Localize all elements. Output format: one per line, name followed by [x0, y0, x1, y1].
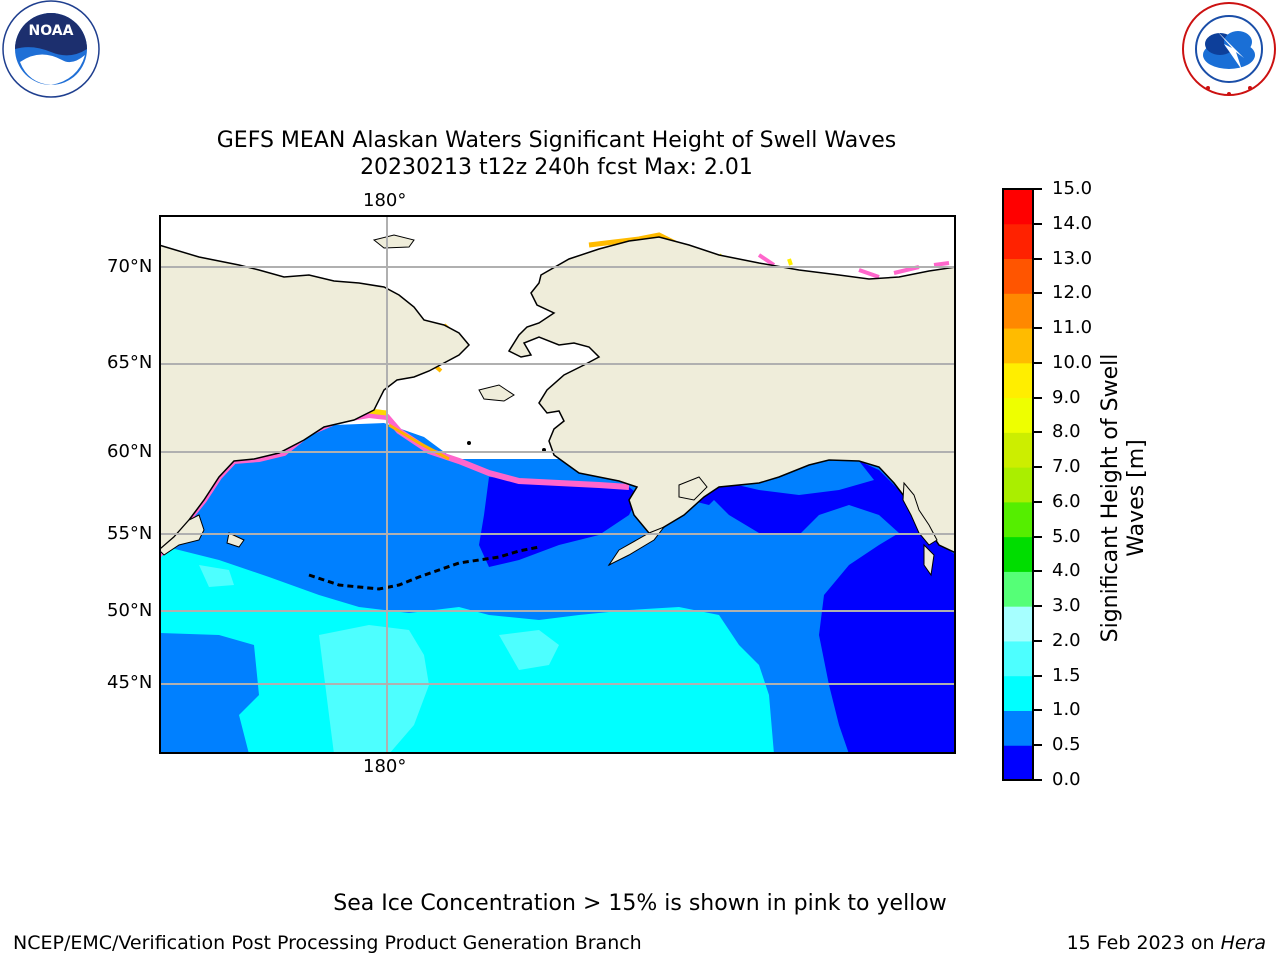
colorbar-label-line-1: Significant Height of Swell [1098, 353, 1123, 643]
lat-label-50n: 50°N [107, 600, 153, 621]
colorbar-block [1003, 189, 1033, 225]
colorbar-tick-mark [1034, 466, 1042, 469]
colorbar-tick-mark [1034, 639, 1042, 642]
colorbar-tick-label: 6.0 [1052, 490, 1081, 512]
lon-label-bottom: 180° [363, 756, 407, 777]
colorbar-tick-label: 2.0 [1052, 629, 1081, 651]
colorbar-tick-label: 1.0 [1052, 699, 1081, 721]
colorbar-tick-mark [1034, 188, 1042, 190]
colorbar-label-line-2: Waves [m] [1124, 439, 1149, 557]
lat-label-70n: 70°N [107, 256, 153, 277]
noaa-logo: NOAA [0, 0, 104, 100]
colorbar-tick-label: 10.0 [1052, 351, 1093, 373]
colorbar-block [1003, 293, 1033, 329]
footer-machine: Hera [1220, 932, 1266, 954]
colorbar-tick-mark [1034, 396, 1042, 399]
lon-label-top: 180° [363, 190, 407, 211]
colorbar-block [1003, 675, 1033, 711]
colorbar-block [1003, 432, 1033, 468]
colorbar-tick-mark [1034, 431, 1042, 434]
colorbar-block [1003, 223, 1033, 260]
colorbar-block [1003, 745, 1033, 781]
colorbar-tick-label: 7.0 [1052, 456, 1081, 478]
title-line-2: 20230213 t12z 240h fcst Max: 2.01 [360, 155, 753, 180]
colorbar-tick-label: 0.5 [1052, 734, 1081, 756]
noaa-logo-icon: NOAA [2, 0, 100, 98]
colorbar-tick-mark [1034, 327, 1042, 330]
colorbar-label: Significant Height of Swell Waves [m] [1026, 354, 1226, 643]
nws-logo-icon [1182, 2, 1276, 96]
landmass-siberia [160, 244, 471, 551]
footer-date: 15 Feb 2023 on [1066, 932, 1221, 954]
colorbar-tick-mark [1034, 674, 1042, 677]
colorbar-tick-mark [1034, 222, 1042, 225]
title-line-1: GEFS MEAN Alaskan Waters Significant Hei… [216, 128, 897, 153]
swell-region-lowest-north [479, 477, 639, 567]
colorbar-tick-mark [1034, 361, 1042, 364]
footer-left: NCEP/EMC/Verification Post Processing Pr… [13, 932, 642, 954]
colorbar-tick-label: 12.0 [1052, 282, 1093, 304]
lat-label-60n: 60°N [107, 441, 153, 462]
colorbar-block [1003, 258, 1033, 294]
bering-shelf-water [160, 423, 639, 615]
colorbar-tick-mark [1034, 779, 1042, 781]
colorbar-block [1003, 640, 1033, 677]
lat-label-45n: 45°N [107, 672, 153, 693]
colorbar-block [1003, 606, 1033, 642]
footer-right: 15 Feb 2023 on Hera [1067, 932, 1266, 954]
colorbar-block [1003, 362, 1033, 399]
swell-height-map [159, 215, 956, 754]
colorbar-block [1003, 536, 1033, 572]
colorbar-tick-label: 8.0 [1052, 421, 1081, 443]
colorbar-tick-mark [1034, 709, 1042, 712]
colorbar-tick-label: 13.0 [1052, 247, 1093, 269]
map-graticule [160, 216, 955, 753]
nws-logo [1178, 0, 1280, 100]
colorbar-tick-mark [1034, 257, 1042, 260]
colorbar-tick-label: 3.0 [1052, 595, 1081, 617]
colorbar [1002, 188, 1034, 781]
colorbar-tick-mark [1034, 744, 1042, 747]
colorbar-tick-mark [1034, 570, 1042, 573]
colorbar-tick-label: 11.0 [1052, 317, 1093, 339]
colorbar-block [1003, 328, 1033, 364]
colorbar-block [1003, 397, 1033, 433]
colorbar-block [1003, 501, 1033, 538]
colorbar-block [1003, 467, 1033, 503]
swell-region-lowest-east [689, 459, 955, 753]
colorbar-tick-label: 5.0 [1052, 525, 1081, 547]
lat-label-55n: 55°N [107, 523, 153, 544]
colorbar-tick-label: 14.0 [1052, 212, 1093, 234]
noaa-logo-text: NOAA [29, 23, 74, 39]
colorbar-label-text: Significant Height of Swell Waves [m] [1098, 328, 1154, 668]
colorbar-tick-mark [1034, 292, 1042, 295]
colorbar-tick-label: 15.0 [1052, 178, 1093, 199]
colorbar-tick-label: 4.0 [1052, 560, 1081, 582]
colorbar-tick-label: 9.0 [1052, 386, 1081, 408]
aleutian-islands [308, 545, 540, 591]
colorbar-tick-mark [1034, 500, 1042, 503]
colorbar-tick-mark [1034, 535, 1042, 538]
colorbar-tick-mark [1034, 605, 1042, 608]
colorbar-tick-label: 1.5 [1052, 664, 1081, 686]
colorbar-block [1003, 571, 1033, 607]
lat-label-65n: 65°N [107, 352, 153, 373]
colorbar-block [1003, 710, 1033, 746]
colorbar-tick-label: 0.0 [1052, 769, 1081, 790]
sea-ice-note: Sea Ice Concentration > 15% is shown in … [333, 891, 947, 916]
